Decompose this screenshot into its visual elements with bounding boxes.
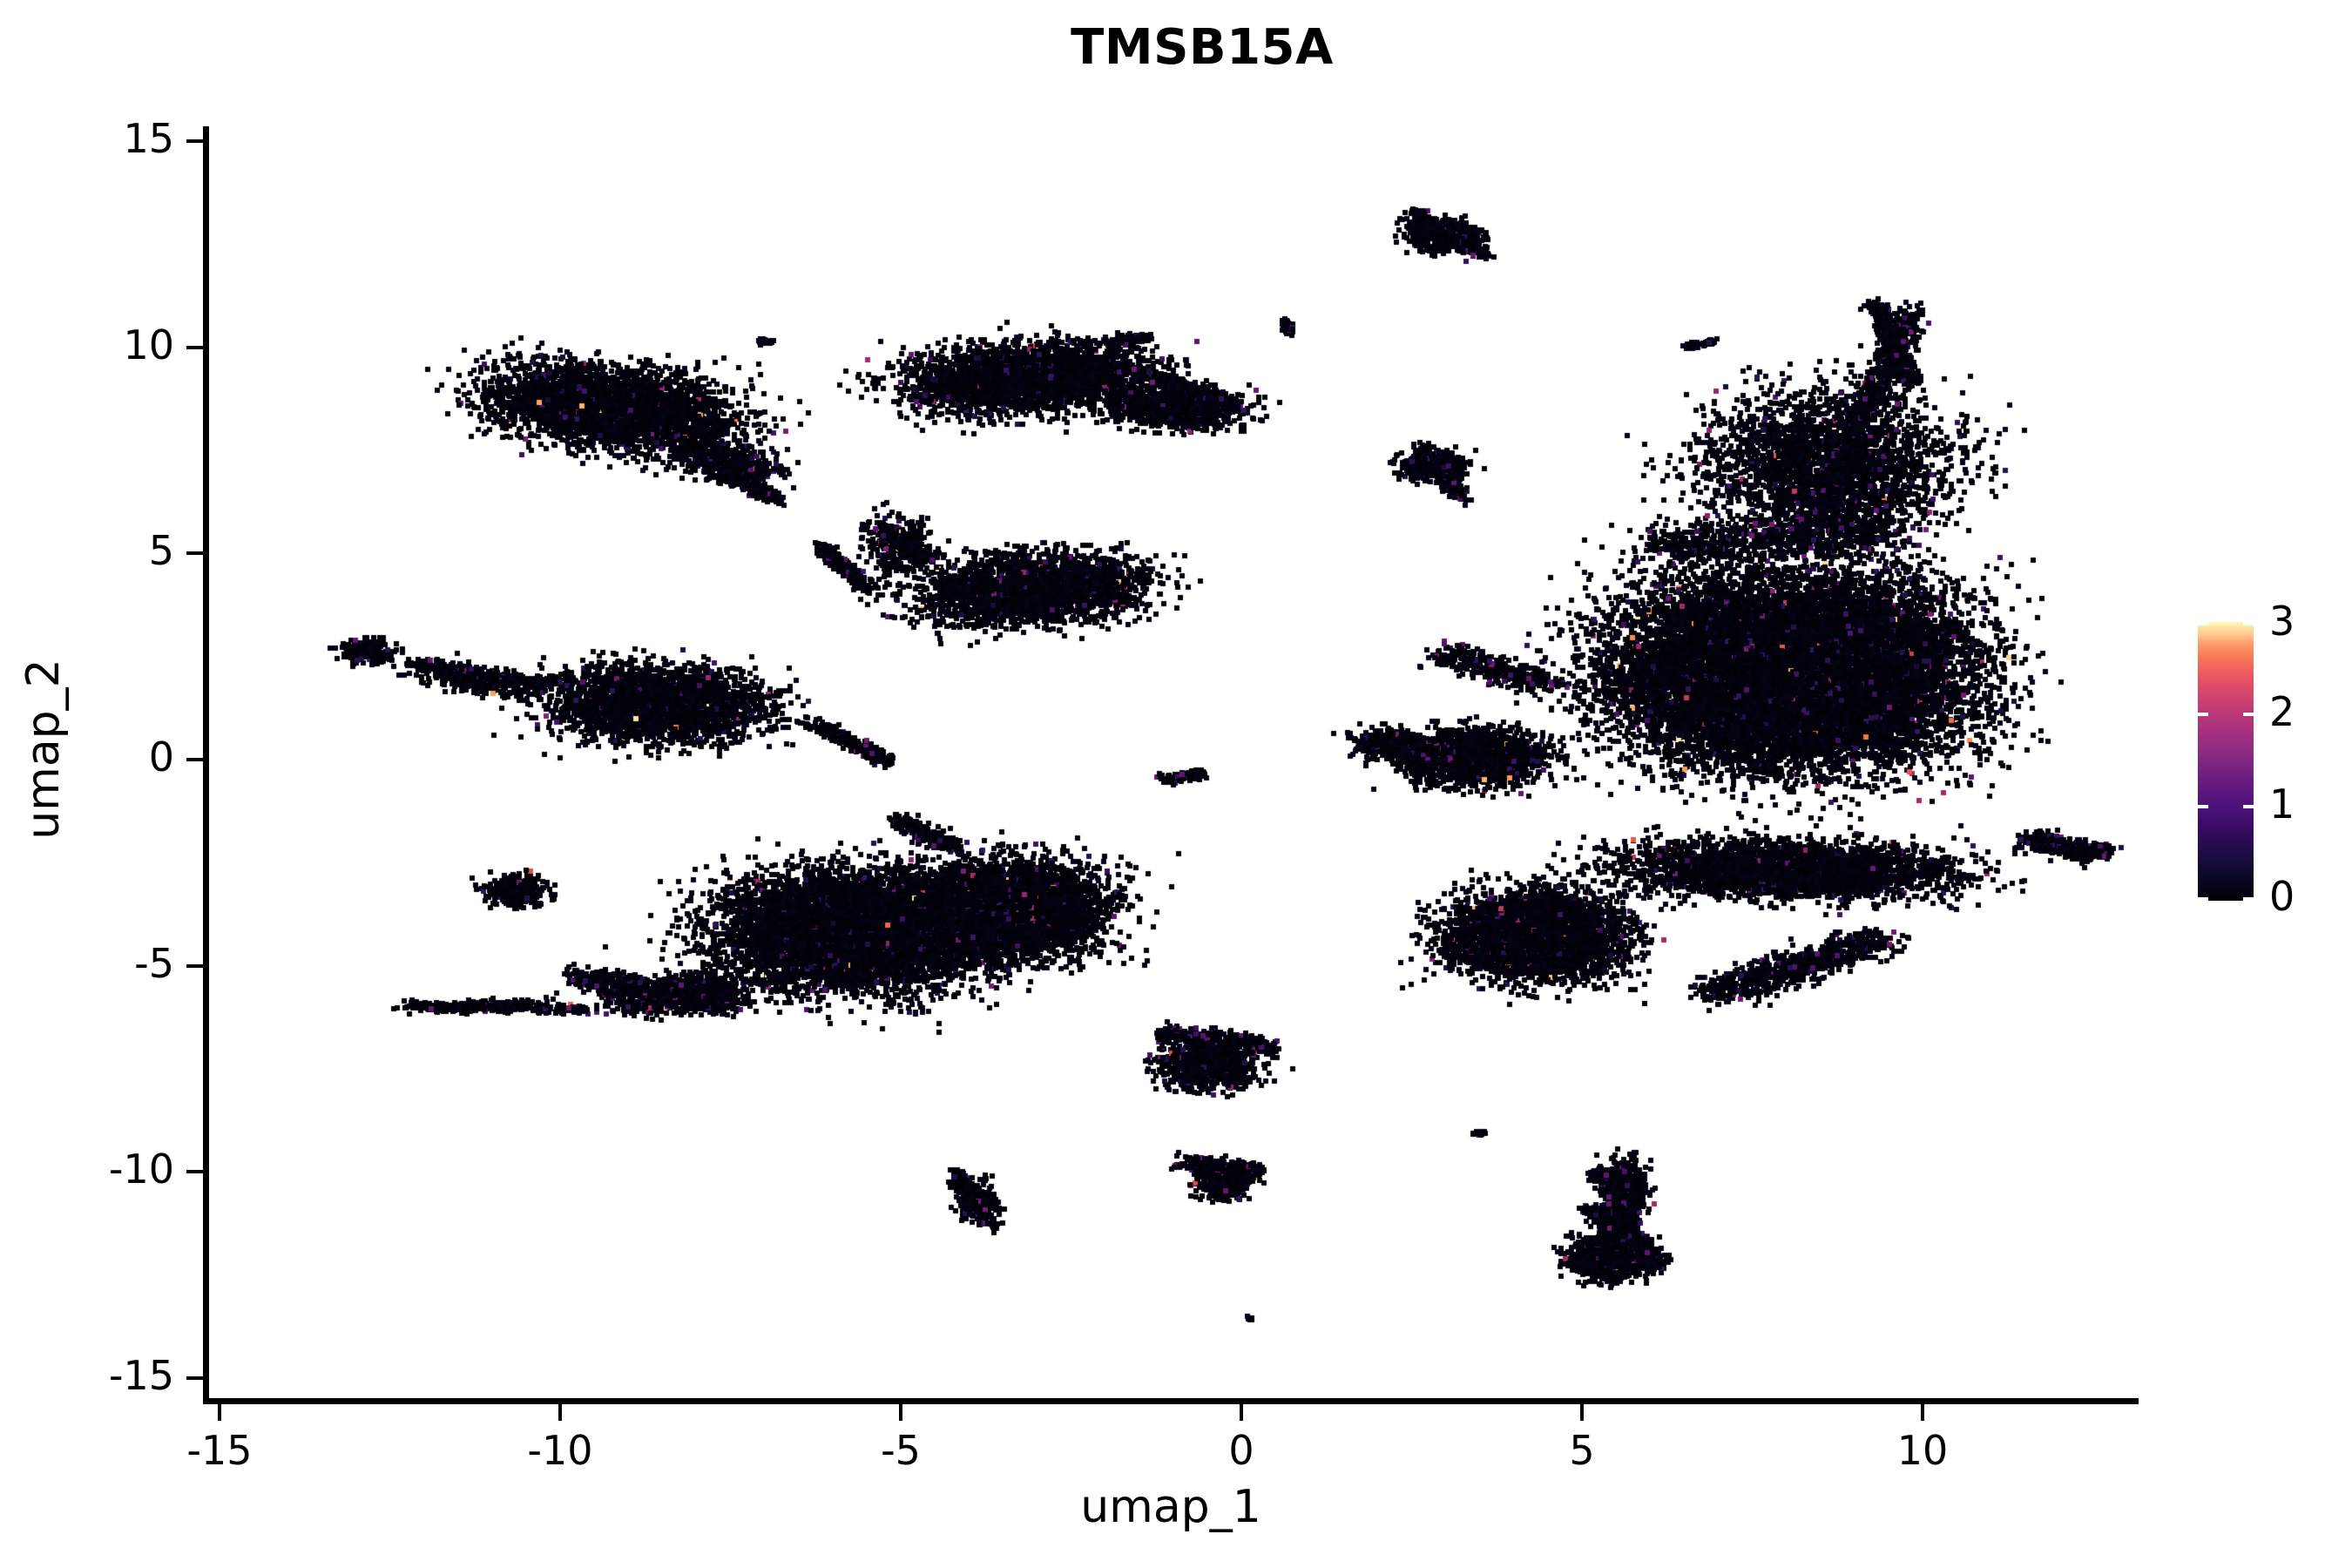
x-ticklabel-3: 0 [1228,1427,1254,1474]
colorbar-label-0: 0 [2269,873,2295,920]
y-axis-spine [203,126,209,1404]
y-ticklabel-5: 10 [123,321,174,368]
y-ticklabel-2: -5 [134,939,174,987]
colorbar-tick-0-left [2198,897,2208,901]
colorbar-label-1: 1 [2269,781,2295,828]
colorbar[interactable]: 3 2 1 0 [2198,598,2295,920]
x-ticklabel-0: -15 [186,1427,253,1474]
colorbar-tick-1-right [2243,805,2254,808]
x-ticklabel-1: -10 [527,1427,593,1474]
colorbar-tick-2-right [2243,713,2254,716]
y-tick-1 [186,1170,203,1174]
y-ticklabel-0: -15 [108,1352,174,1399]
x-axis-spine [203,1398,2139,1404]
x-tick-4 [1580,1404,1584,1421]
colorbar-tick-3-left [2198,622,2208,625]
y-tick-2 [186,963,203,968]
y-tick-5 [186,345,203,349]
x-tick-5 [1921,1404,1924,1421]
colorbar-label-3: 3 [2269,598,2295,645]
x-ticklabel-2: -5 [881,1427,921,1474]
colorbar-tick-3-right [2243,622,2254,625]
y-tick-0 [186,1376,203,1380]
x-tick-2 [899,1404,902,1421]
y-tick-4 [186,551,203,556]
colorbar-tick-2-left [2198,713,2208,716]
page-title: TMSB15A [1071,19,1334,76]
y-ticklabel-6: 15 [123,115,174,162]
y-tick-3 [186,758,203,761]
x-ticklabel-4: 5 [1569,1427,1595,1474]
y-ticklabel-3: 0 [148,733,174,781]
colorbar-label-2: 2 [2269,688,2295,735]
y-tick-6 [186,139,203,143]
x-tick-0 [218,1404,221,1421]
y-axis-label: umap_2 [17,659,70,840]
scatter-plot-canvas[interactable] [209,126,2134,1398]
x-ticklabel-5: 10 [1896,1427,1949,1474]
colorbar-tick-0-right [2243,897,2254,901]
x-tick-3 [1240,1404,1243,1421]
colorbar-tick-1-left [2198,805,2208,808]
y-ticklabel-1: -10 [108,1146,174,1193]
x-tick-1 [558,1404,562,1421]
colorbar-gradient [2198,622,2254,901]
x-axis-label: umap_1 [1080,1481,1261,1533]
y-ticklabel-4: 5 [148,527,174,575]
